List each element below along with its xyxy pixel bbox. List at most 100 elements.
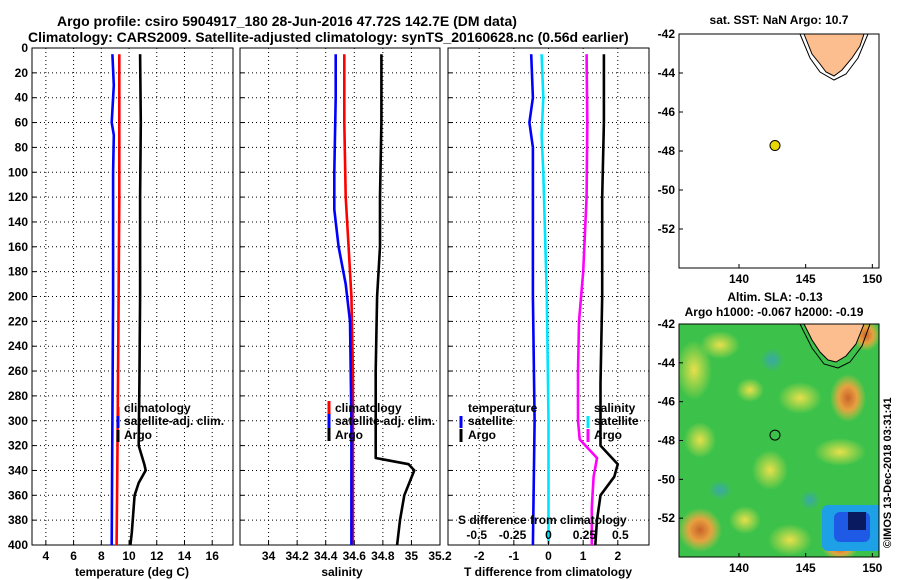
sla-blob bbox=[700, 331, 740, 359]
legend-title-salinity: salinity bbox=[594, 401, 636, 415]
x-tick-label: 34 bbox=[262, 549, 276, 563]
map-y-tick-label: -42 bbox=[658, 317, 676, 331]
altimetry-map-title-line2: Argo h1000: -0.067 h2000: -0.19 bbox=[685, 305, 864, 319]
y-tick-label: 260 bbox=[8, 364, 28, 378]
series-line-climatology bbox=[115, 54, 121, 546]
y-tick-label: 100 bbox=[8, 165, 28, 179]
y-tick-label: 220 bbox=[8, 314, 28, 328]
legend-label-argo: Argo bbox=[335, 428, 363, 442]
series-line-satellite-adj-clim- bbox=[110, 54, 116, 546]
sst-map-title: sat. SST: NaN Argo: 10.7 bbox=[710, 13, 849, 27]
sst-map-frame bbox=[678, 33, 880, 269]
x-tick-label: 16 bbox=[206, 549, 220, 563]
sla-blob bbox=[679, 340, 712, 400]
s-diff-tick-label: 0 bbox=[545, 528, 552, 542]
series-line-s-argo bbox=[576, 54, 599, 545]
sla-blob bbox=[814, 438, 866, 466]
salinity-panel: 34 34.2 34.4 34.6 34.8 35 35.2 salinity climat… bbox=[239, 47, 452, 579]
salinity-diff-top-ticks: -0.5 -0.25 0 0.25 0.5 bbox=[466, 528, 629, 542]
sla-blob bbox=[768, 524, 812, 556]
series-line-t-satellite bbox=[528, 54, 536, 546]
temperature-lines bbox=[110, 54, 147, 546]
s-diff-tick-label: -0.5 bbox=[466, 528, 487, 542]
temperature-xticks: 4 6 8 10 12 14 16 bbox=[43, 541, 220, 563]
altimetry-map-xticks: 140 145 150 bbox=[729, 553, 883, 575]
tasmania-land bbox=[803, 324, 865, 363]
sla-blob bbox=[679, 508, 722, 552]
sla-blob bbox=[684, 422, 716, 458]
difference-xlabel: T difference from climatology bbox=[464, 565, 632, 579]
x-tick-label: 0 bbox=[545, 549, 552, 563]
sla-field bbox=[679, 324, 879, 557]
legend-label-satellite: satellite-adj. clim. bbox=[335, 414, 435, 428]
y-tick-label: 200 bbox=[8, 290, 28, 304]
sla-blob bbox=[778, 382, 822, 414]
series-line-argo bbox=[374, 54, 416, 546]
y-tick-label: 20 bbox=[15, 66, 29, 80]
legend-label-climatology: climatology bbox=[335, 401, 402, 415]
legend-label-satellite: satellite-adj. clim. bbox=[124, 414, 224, 428]
x-tick-label: 6 bbox=[70, 549, 77, 563]
sla-blob bbox=[729, 506, 761, 534]
sla-blob bbox=[800, 490, 820, 510]
x-tick-label: 34.8 bbox=[371, 549, 395, 563]
temperature-xlabel: temperature (deg C) bbox=[75, 565, 189, 579]
figure-title-line1: Argo profile: csiro 5904917_180 28-Jun-2… bbox=[57, 13, 517, 29]
s-diff-tick-label: 0.5 bbox=[612, 528, 629, 542]
temperature-legend: climatology satellite-adj. clim. Argo bbox=[116, 401, 224, 442]
tasmania-land bbox=[803, 33, 865, 77]
sla-blob bbox=[736, 378, 764, 402]
imos-watermark: ©IMOS 13-Dec-2018 03:31:41 bbox=[882, 397, 894, 548]
x-tick-label: 34.4 bbox=[314, 549, 338, 563]
y-tick-label: 300 bbox=[8, 414, 28, 428]
map-y-tick-label: -46 bbox=[658, 105, 676, 119]
legend-label-s-satellite: satellite bbox=[594, 414, 639, 428]
y-tick-label: 400 bbox=[8, 538, 28, 552]
map-x-tick-label: 140 bbox=[729, 561, 749, 575]
y-tick-label: 180 bbox=[8, 265, 28, 279]
x-tick-label: 34.2 bbox=[285, 549, 309, 563]
series-line-argo bbox=[129, 54, 147, 546]
depth-yticks: 0 20 40 60 80 100 120 140 160 180 200 220 240 260 280 3… bbox=[8, 41, 36, 552]
y-tick-label: 140 bbox=[8, 215, 28, 229]
legend-label-argo: Argo bbox=[124, 428, 152, 442]
coastline-contour bbox=[799, 33, 869, 81]
salinity-lines bbox=[332, 54, 416, 546]
y-tick-label: 360 bbox=[8, 488, 28, 502]
s-difference-axis-label: S difference from climatology bbox=[458, 513, 627, 527]
y-tick-label: 0 bbox=[21, 41, 28, 55]
temperature-panel: 4 6 8 10 12 14 16 0 20 40 60 80 100 120 140 160 180 200 2… bbox=[8, 41, 234, 579]
y-tick-label: 280 bbox=[8, 389, 28, 403]
figure-title-line2: Climatology: CARS2009. Satellite-adjuste… bbox=[28, 29, 629, 45]
legend-title-temperature: temperature bbox=[468, 401, 538, 415]
y-tick-label: 120 bbox=[8, 190, 28, 204]
temperature-grid bbox=[32, 47, 233, 546]
altimetry-map: Altim. SLA: -0.13 Argo h1000: -0.067 h20… bbox=[658, 290, 894, 575]
x-tick-label: 10 bbox=[122, 549, 136, 563]
sst-map: sat. SST: NaN Argo: 10.7 140 145 150 -42 -4… bbox=[658, 13, 883, 286]
sst-map-xticks: 140 145 150 bbox=[729, 264, 883, 286]
map-y-tick-label: -50 bbox=[658, 472, 676, 486]
salinity-legend: climatology satellite-adj. clim. Argo bbox=[327, 401, 435, 442]
difference-lines bbox=[528, 54, 620, 546]
x-tick-label: 2 bbox=[614, 549, 621, 563]
x-tick-label: 35.2 bbox=[428, 549, 452, 563]
sla-minimum bbox=[848, 512, 866, 530]
difference-legend: temperature satellite Argo salinity sate… bbox=[459, 401, 639, 442]
map-y-tick-label: -44 bbox=[658, 356, 676, 370]
s-diff-tick-label: -0.25 bbox=[499, 528, 527, 542]
map-x-tick-label: 140 bbox=[729, 272, 749, 286]
series-line-t-argo bbox=[594, 54, 620, 546]
x-tick-label: 34.6 bbox=[343, 549, 367, 563]
map-y-tick-label: -50 bbox=[658, 183, 676, 197]
y-tick-label: 240 bbox=[8, 339, 28, 353]
difference-xticks: -2 -1 0 1 2 bbox=[474, 541, 621, 563]
map-y-tick-label: -46 bbox=[658, 395, 676, 409]
coastline-contour bbox=[799, 324, 871, 369]
x-tick-label: 14 bbox=[178, 549, 192, 563]
argo-location-marker bbox=[769, 429, 781, 441]
x-tick-label: 4 bbox=[43, 549, 50, 563]
map-y-tick-label: -42 bbox=[658, 27, 676, 41]
salinity-xticks: 34 34.2 34.4 34.6 34.8 35 35.2 bbox=[262, 541, 452, 563]
x-tick-label: -1 bbox=[509, 549, 520, 563]
